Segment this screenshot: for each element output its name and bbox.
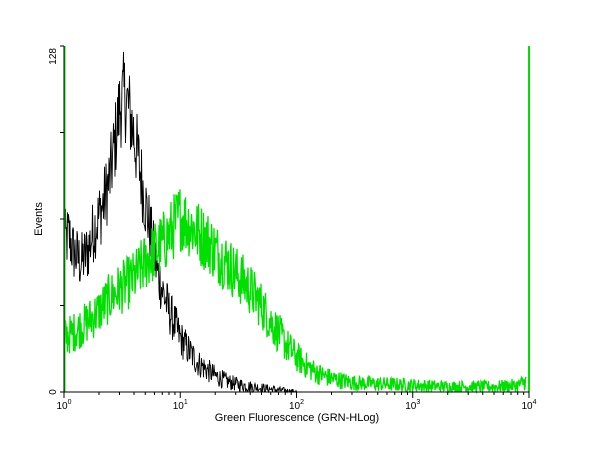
x-tick-label: 104 (521, 399, 536, 412)
x-tick-label: 103 (405, 399, 420, 412)
y-tick-label-max: 128 (48, 48, 59, 65)
x-tick-label: 100 (56, 399, 71, 412)
series-1-line (63, 51, 297, 394)
x-tick-label: 101 (173, 399, 188, 412)
x-tick-label: 102 (289, 399, 304, 412)
tick-marks (60, 45, 530, 398)
y-axis-label: Events (33, 202, 45, 236)
series-2-line (63, 189, 527, 395)
tick-labels: 128 0 100 101 102 103 104 (48, 48, 537, 412)
plot-area (63, 46, 530, 395)
axes (63, 46, 529, 393)
y-tick-label-zero: 0 (48, 389, 59, 395)
x-axis-label: Green Fluorescence (GRN-HLog) (215, 412, 379, 424)
